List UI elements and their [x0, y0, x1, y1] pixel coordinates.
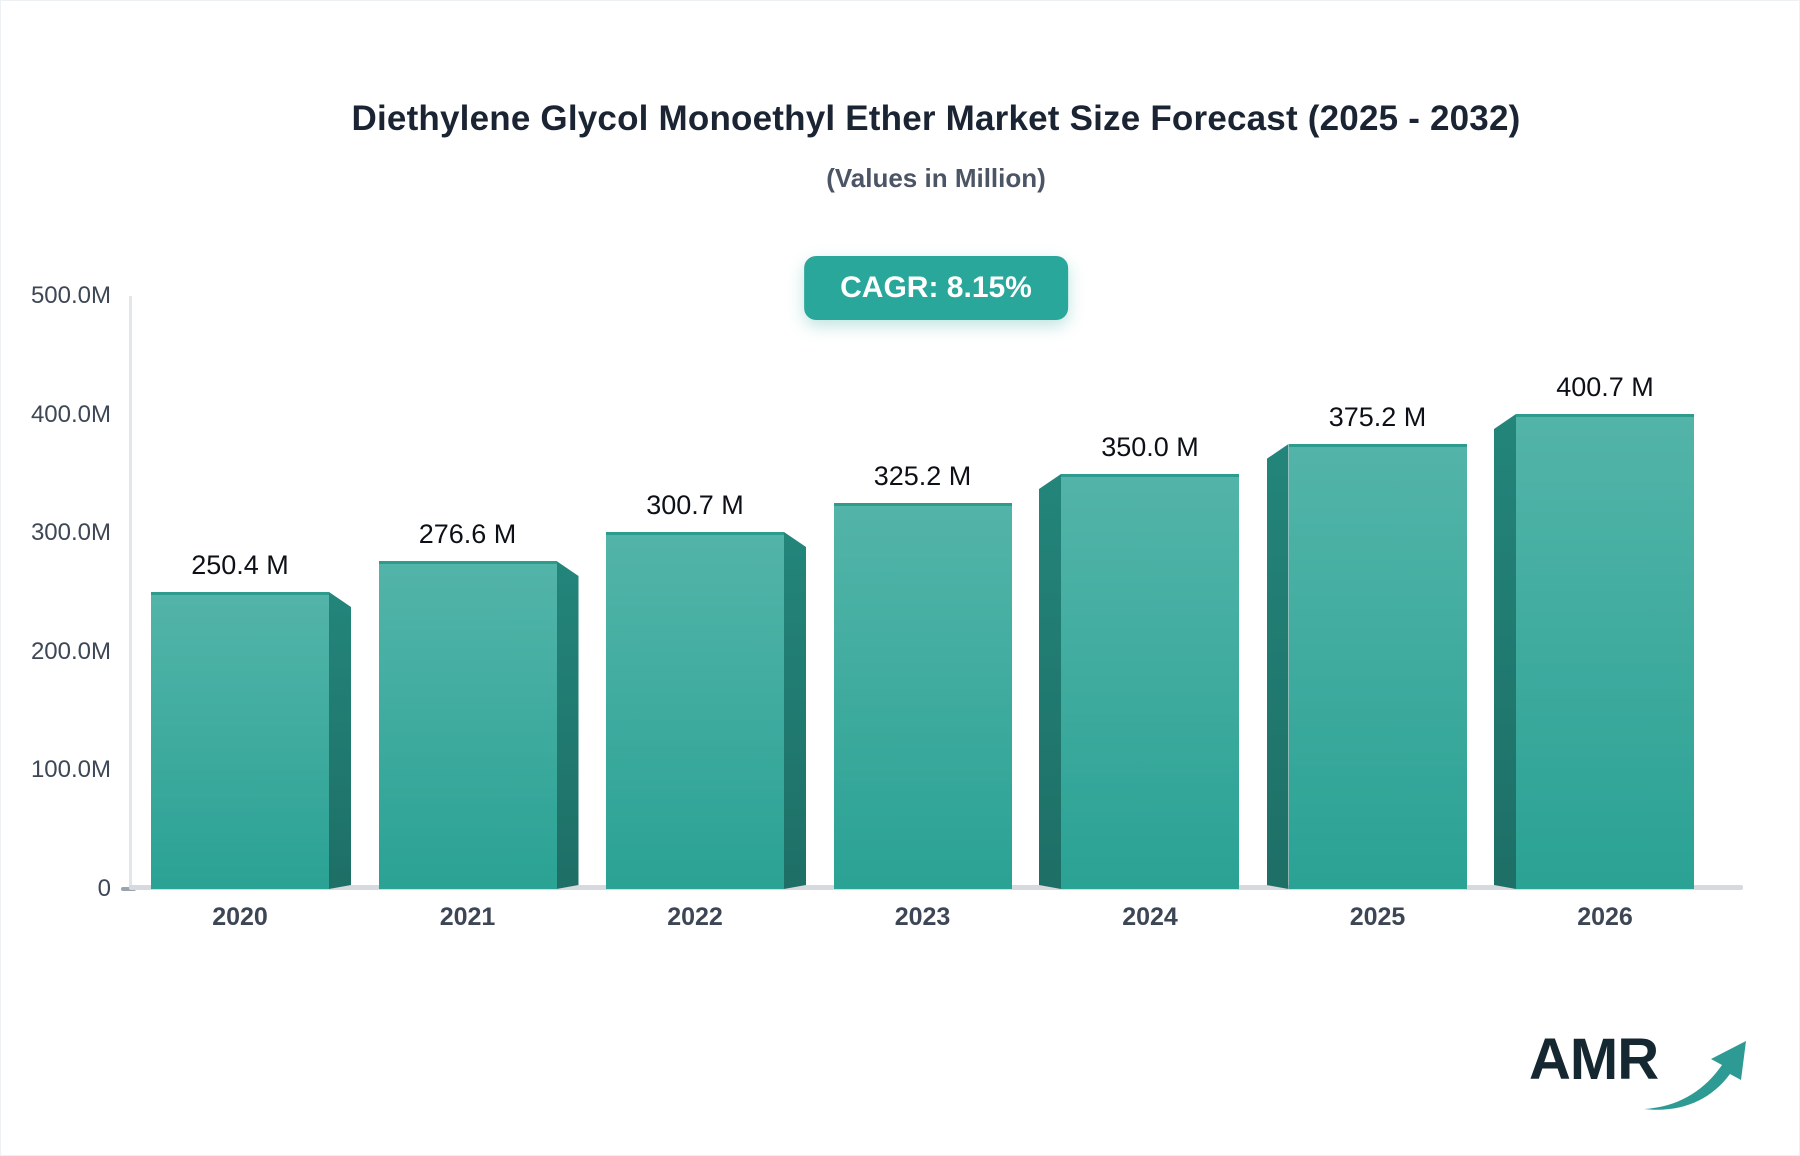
bar-value-label: 350.0 M — [1101, 432, 1199, 462]
bar-3d-side — [557, 561, 579, 889]
bar-value-label: 276.6 M — [418, 519, 517, 549]
y-axis-tick-label: 200.0M — [30, 637, 111, 665]
x-axis-category-label: 2021 — [439, 903, 496, 931]
x-axis-category-label: 2025 — [1349, 903, 1406, 931]
x-axis-category-label: 2022 — [667, 903, 723, 931]
bar-value-label: 250.4 M — [191, 550, 289, 580]
zero-tick-mark — [121, 887, 136, 891]
chart-title: Diethylene Glycol Monoethyl Ether Market… — [351, 99, 1521, 138]
y-axis-line — [129, 296, 132, 889]
y-axis-tick-label: 500.0M — [30, 282, 111, 309]
bar-2021 — [378, 561, 557, 889]
x-axis-category-label: 2026 — [1577, 903, 1633, 931]
x-axis-category-label: 2023 — [894, 903, 951, 931]
x-axis-category-label: 2024 — [1122, 903, 1178, 931]
y-axis-tick-label: 300.0M — [30, 519, 111, 547]
bar-2024 — [1061, 474, 1239, 889]
bar-2022 — [606, 532, 784, 889]
bar-3d-side — [784, 532, 806, 889]
amr-logo-text: AMR — [1529, 1027, 1659, 1092]
bar-2026 — [1516, 414, 1694, 889]
y-axis-tick-label: 400.0M — [30, 400, 111, 428]
y-axis-tick-label: 0 — [97, 875, 111, 902]
y-axis-tick-label: 100.0M — [30, 756, 111, 784]
bar-3d-side — [1039, 474, 1061, 889]
bar-3d-side — [1494, 414, 1516, 889]
bar-value-label: 325.2 M — [873, 461, 972, 491]
bar-value-label: 400.7 M — [1556, 372, 1654, 402]
bar-value-label: 300.7 M — [646, 490, 744, 520]
trend-arrow-icon — [1644, 1041, 1747, 1110]
bar-3d-side — [329, 592, 351, 889]
bar-2023 — [833, 503, 1012, 889]
cagr-badge: CAGR: 8.15% — [804, 256, 1068, 320]
bar-value-label: 375.2 M — [1328, 402, 1427, 432]
chart-subtitle: (Values in Million) — [826, 163, 1046, 193]
x-axis-category-label: 2020 — [212, 903, 268, 931]
bar-2025 — [1288, 444, 1467, 889]
bar-2020 — [151, 592, 329, 889]
bar-3d-side — [1267, 444, 1289, 889]
amr-logo: AMR — [1529, 1031, 1754, 1115]
